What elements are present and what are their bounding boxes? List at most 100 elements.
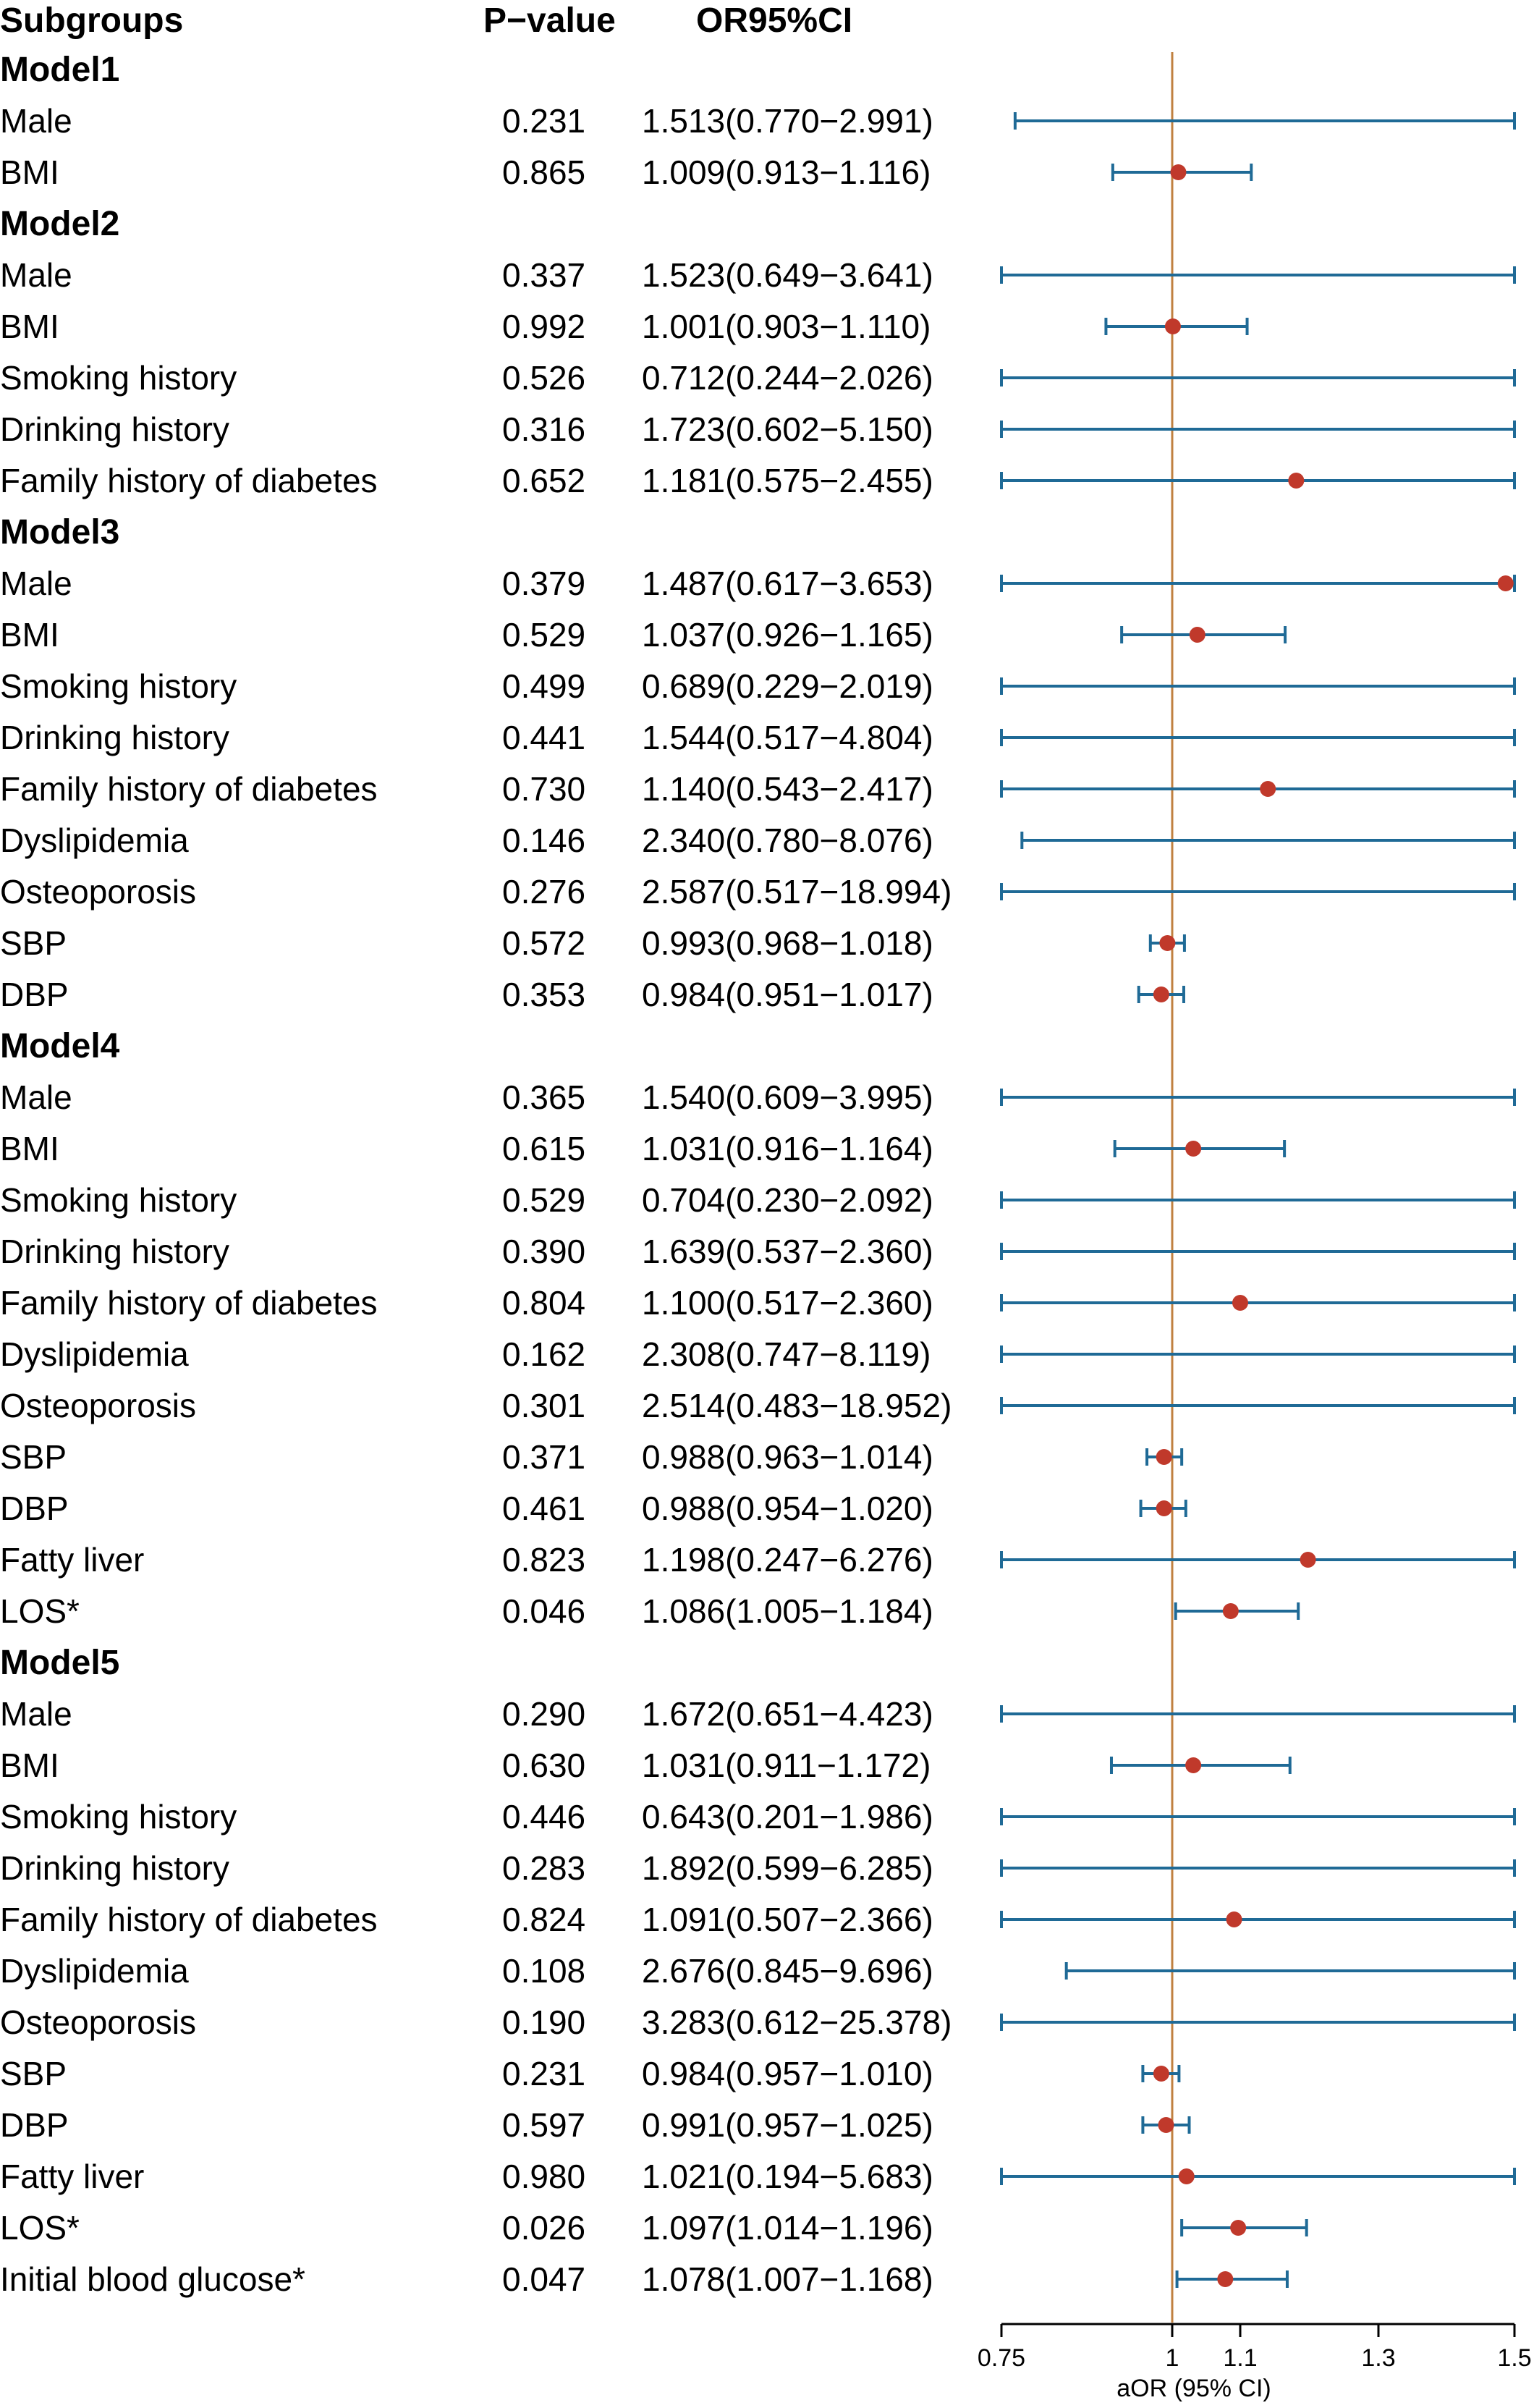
p-value: 0.108	[502, 1952, 585, 1990]
or-point	[1158, 2117, 1174, 2133]
row-label: SBP	[0, 924, 67, 962]
p-value: 0.572	[502, 924, 585, 962]
p-value: 0.337	[502, 256, 585, 294]
or-point	[1178, 2168, 1195, 2184]
or-point	[1497, 575, 1514, 591]
or-ci-text: 1.140(0.543−2.417)	[642, 770, 933, 808]
group-label: Model5	[0, 1644, 119, 1682]
p-value: 0.597	[502, 2106, 585, 2144]
forest-marks	[1000, 52, 1516, 2323]
or-ci-text: 1.078(1.007−1.168)	[642, 2260, 933, 2298]
row-label: Male	[0, 102, 72, 140]
p-value: 0.823	[502, 1541, 585, 1579]
p-value: 0.301	[502, 1387, 585, 1424]
or-ci-text: 2.308(0.747−8.119)	[642, 1335, 931, 1373]
or-ci-text: 1.181(0.575−2.455)	[642, 462, 933, 499]
or-ci-text: 1.021(0.194−5.683)	[642, 2158, 933, 2195]
row-label: Initial blood glucose*	[0, 2260, 305, 2298]
or-ci-text: 1.009(0.913−1.116)	[642, 153, 931, 191]
or-ci-text: 0.712(0.244−2.026)	[642, 359, 933, 397]
or-ci-text: 1.031(0.911−1.172)	[642, 1746, 931, 1784]
x-axis: 0.75 1 1.1 1.3 1.5 aOR (95% CI)	[978, 2323, 1532, 2402]
p-value: 0.652	[502, 462, 585, 499]
row-label: BMI	[0, 153, 59, 191]
row-label: Smoking history	[0, 1181, 237, 1219]
x-tick-label: 1.3	[1361, 2344, 1395, 2372]
or-point	[1153, 2066, 1169, 2082]
x-tick-label: 0.75	[978, 2344, 1025, 2372]
row-label: Family history of diabetes	[0, 1284, 378, 1322]
or-ci-text: 1.097(1.014−1.196)	[642, 2209, 933, 2247]
or-ci-text: 0.993(0.968−1.018)	[642, 924, 933, 962]
p-value: 0.461	[502, 1490, 585, 1527]
row-label: Family history of diabetes	[0, 770, 378, 808]
row-label: SBP	[0, 2055, 67, 2092]
group-label: Model1	[0, 51, 119, 89]
row-label: Drinking history	[0, 1233, 229, 1270]
p-value: 0.865	[502, 153, 585, 191]
p-value: 0.390	[502, 1233, 585, 1270]
or-ci-text: 0.643(0.201−1.986)	[642, 1798, 933, 1835]
row-label: Dyslipidemia	[0, 1952, 189, 1990]
or-ci-text: 0.984(0.951−1.017)	[642, 976, 933, 1013]
or-ci-text: 0.991(0.957−1.025)	[642, 2106, 933, 2144]
forest-rows: Model1 Male 0.231 1.513(0.770−2.991) BMI 0.86…	[0, 51, 952, 2298]
or-ci-text: 0.984(0.957−1.010)	[642, 2055, 933, 2092]
p-value: 0.980	[502, 2158, 585, 2195]
p-value: 0.992	[502, 308, 585, 345]
row-label: BMI	[0, 1746, 59, 1784]
or-ci-text: 1.037(0.926−1.165)	[642, 616, 933, 654]
row-label: DBP	[0, 2106, 69, 2144]
p-value: 0.190	[502, 2003, 585, 2041]
p-value: 0.824	[502, 1901, 585, 1938]
row-label: Male	[0, 565, 72, 602]
row-label: BMI	[0, 308, 59, 345]
row-label: DBP	[0, 1490, 69, 1527]
or-ci-text: 0.689(0.229−2.019)	[642, 667, 933, 705]
p-value: 0.499	[502, 667, 585, 705]
or-point	[1260, 781, 1276, 797]
p-value: 0.353	[502, 976, 585, 1013]
or-point	[1185, 1757, 1202, 1773]
or-ci-text: 1.523(0.649−3.641)	[642, 256, 933, 294]
or-ci-text: 2.514(0.483−18.952)	[642, 1387, 952, 1424]
row-label: Male	[0, 1695, 72, 1733]
or-ci-text: 1.513(0.770−2.991)	[642, 102, 933, 140]
group-label: Model4	[0, 1027, 120, 1065]
row-label: Dyslipidemia	[0, 1335, 189, 1373]
p-value: 0.365	[502, 1078, 585, 1116]
or-point	[1159, 935, 1176, 951]
row-label: Male	[0, 1078, 72, 1116]
or-point	[1222, 1603, 1239, 1619]
or-point	[1153, 987, 1169, 1002]
row-label: Osteoporosis	[0, 873, 196, 911]
or-ci-text: 1.672(0.651−4.423)	[642, 1695, 933, 1733]
or-point	[1156, 1449, 1172, 1465]
row-label: SBP	[0, 1438, 67, 1476]
row-label: Osteoporosis	[0, 2003, 196, 2041]
row-label: Fatty liver	[0, 2158, 144, 2195]
or-ci-text: 1.639(0.537−2.360)	[642, 1233, 933, 1270]
x-tick-label: 1.1	[1223, 2344, 1257, 2372]
or-point	[1164, 318, 1181, 334]
row-label: DBP	[0, 976, 69, 1013]
header-pvalue: P−value	[483, 1, 616, 40]
row-label: LOS*	[0, 2209, 80, 2247]
p-value: 0.162	[502, 1335, 585, 1373]
or-ci-text: 0.704(0.230−2.092)	[642, 1181, 933, 1219]
or-ci-text: 1.892(0.599−6.285)	[642, 1849, 933, 1887]
p-value: 0.441	[502, 719, 585, 756]
row-label: Family history of diabetes	[0, 1901, 378, 1938]
or-point	[1230, 2220, 1247, 2236]
row-label: Drinking history	[0, 719, 229, 756]
p-value: 0.046	[502, 1592, 585, 1630]
row-label: Drinking history	[0, 410, 229, 448]
p-value: 0.526	[502, 359, 585, 397]
or-point	[1232, 1295, 1248, 1311]
p-value: 0.231	[502, 2055, 585, 2092]
p-value: 0.283	[502, 1849, 585, 1887]
header-subgroups: Subgroups	[0, 1, 183, 40]
or-point	[1300, 1552, 1316, 1568]
p-value: 0.047	[502, 2260, 585, 2298]
